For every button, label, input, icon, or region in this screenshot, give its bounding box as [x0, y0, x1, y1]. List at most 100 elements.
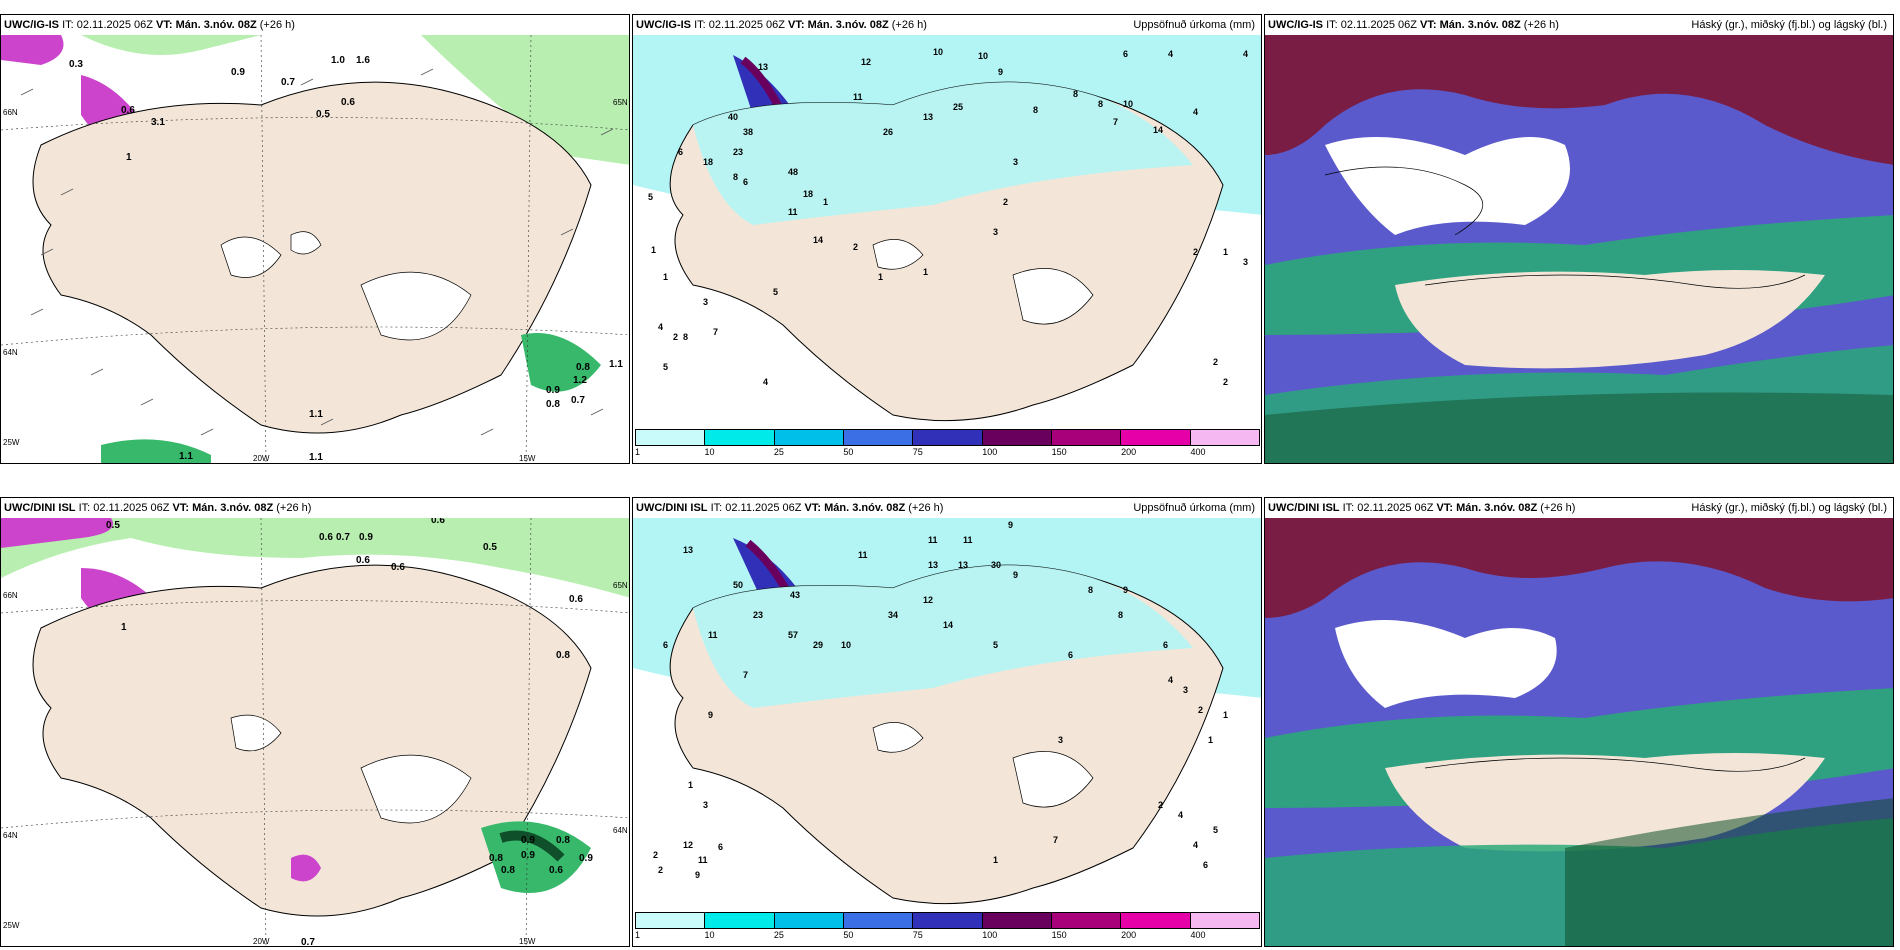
precip-value: 1 — [1208, 735, 1213, 745]
precip-value: 2 — [1223, 377, 1228, 387]
precip-value: 18 — [803, 189, 813, 199]
precip-value: 4 — [1193, 107, 1198, 117]
wind-value: 0.6 — [319, 532, 333, 543]
lon-label: 15W — [519, 454, 536, 463]
precip-value: 13 — [923, 112, 933, 122]
precip-value: 5 — [663, 362, 668, 372]
precip-value: 4 — [1178, 810, 1183, 820]
wind-value: 1.1 — [609, 359, 623, 370]
precip-value: 8 — [1033, 105, 1038, 115]
wind-value: 1.1 — [309, 409, 323, 420]
precip-value: 1 — [1223, 247, 1228, 257]
colorbar-label: 200 — [1121, 447, 1137, 457]
precip-value: 1 — [1223, 710, 1228, 720]
lat-label: 25W — [3, 438, 20, 447]
colorbar-swatch — [1121, 913, 1191, 928]
wind-map: 0.5 0.6 0.7 0.9 0.6 0.5 0.6 0.6 0.8 0.8 … — [1, 515, 629, 947]
precip-value: 14 — [943, 620, 953, 630]
wind-panel-ig: UWC/IG-IS IT: 02.11.2025 06Z VT: Mán. 3.… — [0, 14, 630, 464]
precip-value: 2 — [1158, 800, 1163, 810]
precip-value: 25 — [953, 102, 963, 112]
wind-value: 1 — [121, 622, 127, 633]
precip-value: 10 — [841, 640, 851, 650]
precip-value: 50 — [733, 580, 743, 590]
wind-value: 0.5 — [106, 520, 120, 531]
lat-label: 64N — [3, 831, 18, 840]
wind-value: 0.8 — [556, 650, 570, 661]
panel-header: UWC/IG-IS IT: 02.11.2025 06Z VT: Mán. 3.… — [633, 15, 1261, 35]
precip-value: 9 — [708, 710, 713, 720]
wind-value: 0.9 — [359, 532, 373, 543]
precip-value: 12 — [683, 840, 693, 850]
precip-value: 7 — [713, 327, 718, 337]
wind-value: 0.8 — [489, 853, 503, 864]
precip-value: 57 — [788, 630, 798, 640]
precip-value: 40 — [728, 112, 738, 122]
precip-value: 10 — [933, 47, 943, 57]
colorbar-swatch — [843, 430, 914, 445]
precip-value: 11 — [698, 855, 708, 865]
colorbar-label: 1 — [635, 930, 641, 940]
wind-value: 0.7 — [301, 937, 315, 947]
precip-value: 14 — [1153, 125, 1163, 135]
lat-label: 65N — [613, 581, 628, 590]
precip-value: 5 — [993, 640, 998, 650]
cloud-panel-dini: UWC/DINI ISL IT: 02.11.2025 06Z VT: Mán.… — [1264, 497, 1894, 947]
colorbar-swatch — [705, 430, 775, 445]
wind-value: 0.6 — [569, 594, 583, 605]
colorbar-swatch — [1190, 430, 1259, 445]
precip-value: 14 — [813, 235, 823, 245]
colorbar-swatch — [1051, 913, 1122, 928]
precip-value: 2 — [853, 242, 858, 252]
precip-value: 10 — [978, 51, 988, 61]
wind-value: 0.5 — [316, 109, 330, 120]
precip-value: 13 — [958, 560, 968, 570]
wind-value: 0.8 — [501, 865, 515, 876]
wind-value: 0.9 — [521, 850, 535, 861]
precip-value: 8 — [1098, 99, 1103, 109]
colorbar-label: 50 — [843, 447, 854, 457]
colorbar-label: 100 — [982, 930, 998, 940]
precip-value: 13 — [683, 545, 693, 555]
wind-value: 0.7 — [336, 532, 350, 543]
lat-label: 65N — [613, 98, 628, 107]
wind-value: 0.9 — [521, 835, 535, 846]
precip-value: 6 — [718, 842, 723, 852]
precip-value: 13 — [928, 560, 938, 570]
lat-label: 64N — [3, 348, 18, 357]
panel-header: UWC/IG-IS IT: 02.11.2025 06Z VT: Mán. 3.… — [1, 15, 629, 35]
wind-value: 0.6 — [391, 562, 405, 573]
cloud-panel-ig: UWC/IG-IS IT: 02.11.2025 06Z VT: Mán. 3.… — [1264, 14, 1894, 464]
precip-value: 5 — [773, 287, 778, 297]
wind-value: 1.0 — [331, 55, 345, 66]
precip-value: 6 — [1123, 49, 1128, 59]
precip-value: 3 — [1058, 735, 1063, 745]
precip-value: 48 — [788, 167, 798, 177]
colorbar-label: 25 — [773, 447, 784, 457]
precip-value: 4 — [763, 377, 768, 387]
precip-value: 6 — [1203, 860, 1208, 870]
precip-value: 8 — [683, 332, 688, 342]
precip-value: 6 — [1163, 640, 1168, 650]
precip-value: 1 — [663, 272, 668, 282]
precip-value: 7 — [1053, 835, 1058, 845]
colorbar-swatch — [1051, 430, 1122, 445]
precip-value: 5 — [1213, 825, 1218, 835]
colorbar-swatch — [774, 913, 844, 928]
precip-value: 26 — [883, 127, 893, 137]
precip-value: 34 — [888, 610, 898, 620]
colorbar: 1 10 25 50 75 100 150 200 400 — [633, 912, 1261, 946]
wind-value: 0.9 — [546, 385, 560, 396]
precip-value: 8 — [1088, 585, 1093, 595]
colorbar: 1 10 25 50 75 100 150 200 400 — [633, 429, 1261, 463]
precip-value: 3 — [703, 297, 708, 307]
lon-label: 15W — [519, 937, 536, 946]
precip-value: 4 — [1243, 49, 1248, 59]
precip-value: 9 — [1123, 585, 1128, 595]
precip-value: 2 — [1193, 247, 1198, 257]
colorbar-swatch — [982, 913, 1052, 928]
precip-value: 4 — [658, 322, 663, 332]
precip-value: 7 — [743, 670, 748, 680]
wind-panel-dini: UWC/DINI ISL IT: 02.11.2025 06Z VT: Mán.… — [0, 497, 630, 947]
lon-label: 20W — [253, 937, 270, 946]
